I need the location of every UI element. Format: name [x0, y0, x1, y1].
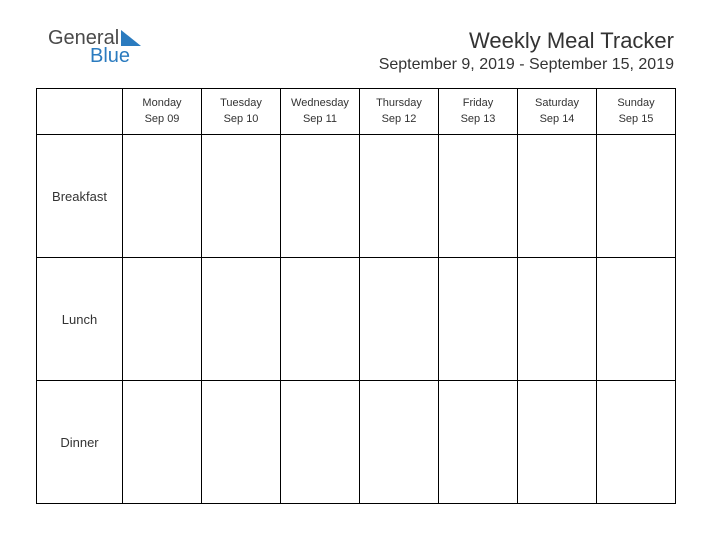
row-label-breakfast: Breakfast — [37, 135, 123, 258]
cell — [518, 381, 597, 504]
logo: General Blue — [48, 28, 141, 66]
day-name: Monday — [123, 96, 201, 111]
day-date: Sep 15 — [597, 112, 675, 127]
header-row: General Blue Weekly Meal Tracker Septemb… — [0, 0, 712, 74]
cell — [518, 135, 597, 258]
day-head-sat: Saturday Sep 14 — [518, 89, 597, 135]
logo-word2: Blue — [90, 46, 130, 66]
cell — [360, 258, 439, 381]
row-label-lunch: Lunch — [37, 258, 123, 381]
day-name: Sunday — [597, 96, 675, 111]
day-date: Sep 13 — [439, 112, 517, 127]
day-date: Sep 12 — [360, 112, 438, 127]
day-date: Sep 11 — [281, 112, 359, 127]
cell — [439, 258, 518, 381]
day-name: Saturday — [518, 96, 596, 111]
logo-triangle-icon — [121, 30, 141, 46]
cell — [123, 381, 202, 504]
cell — [360, 135, 439, 258]
cell — [123, 258, 202, 381]
day-head-sun: Sunday Sep 15 — [597, 89, 676, 135]
page-subtitle: September 9, 2019 - September 15, 2019 — [379, 56, 674, 74]
day-date: Sep 09 — [123, 112, 201, 127]
day-date: Sep 10 — [202, 112, 280, 127]
day-name: Wednesday — [281, 96, 359, 111]
day-name: Friday — [439, 96, 517, 111]
day-head-tue: Tuesday Sep 10 — [202, 89, 281, 135]
day-name: Tuesday — [202, 96, 280, 111]
cell — [597, 381, 676, 504]
table-row: Dinner — [37, 381, 676, 504]
title-block: Weekly Meal Tracker September 9, 2019 - … — [379, 28, 674, 74]
cell — [202, 135, 281, 258]
cell — [202, 381, 281, 504]
meal-table: Monday Sep 09 Tuesday Sep 10 Wednesday S… — [36, 88, 676, 504]
cell — [597, 135, 676, 258]
day-head-wed: Wednesday Sep 11 — [281, 89, 360, 135]
table-header-row: Monday Sep 09 Tuesday Sep 10 Wednesday S… — [37, 89, 676, 135]
day-name: Thursday — [360, 96, 438, 111]
table-corner-cell — [37, 89, 123, 135]
table-wrap: Monday Sep 09 Tuesday Sep 10 Wednesday S… — [0, 74, 712, 504]
table-row: Breakfast — [37, 135, 676, 258]
row-label-dinner: Dinner — [37, 381, 123, 504]
day-head-thu: Thursday Sep 12 — [360, 89, 439, 135]
page-title: Weekly Meal Tracker — [379, 28, 674, 54]
day-head-mon: Monday Sep 09 — [123, 89, 202, 135]
table-row: Lunch — [37, 258, 676, 381]
cell — [123, 135, 202, 258]
cell — [281, 381, 360, 504]
cell — [439, 135, 518, 258]
cell — [439, 381, 518, 504]
cell — [202, 258, 281, 381]
cell — [597, 258, 676, 381]
day-date: Sep 14 — [518, 112, 596, 127]
cell — [360, 381, 439, 504]
cell — [281, 258, 360, 381]
day-head-fri: Friday Sep 13 — [439, 89, 518, 135]
cell — [518, 258, 597, 381]
cell — [281, 135, 360, 258]
